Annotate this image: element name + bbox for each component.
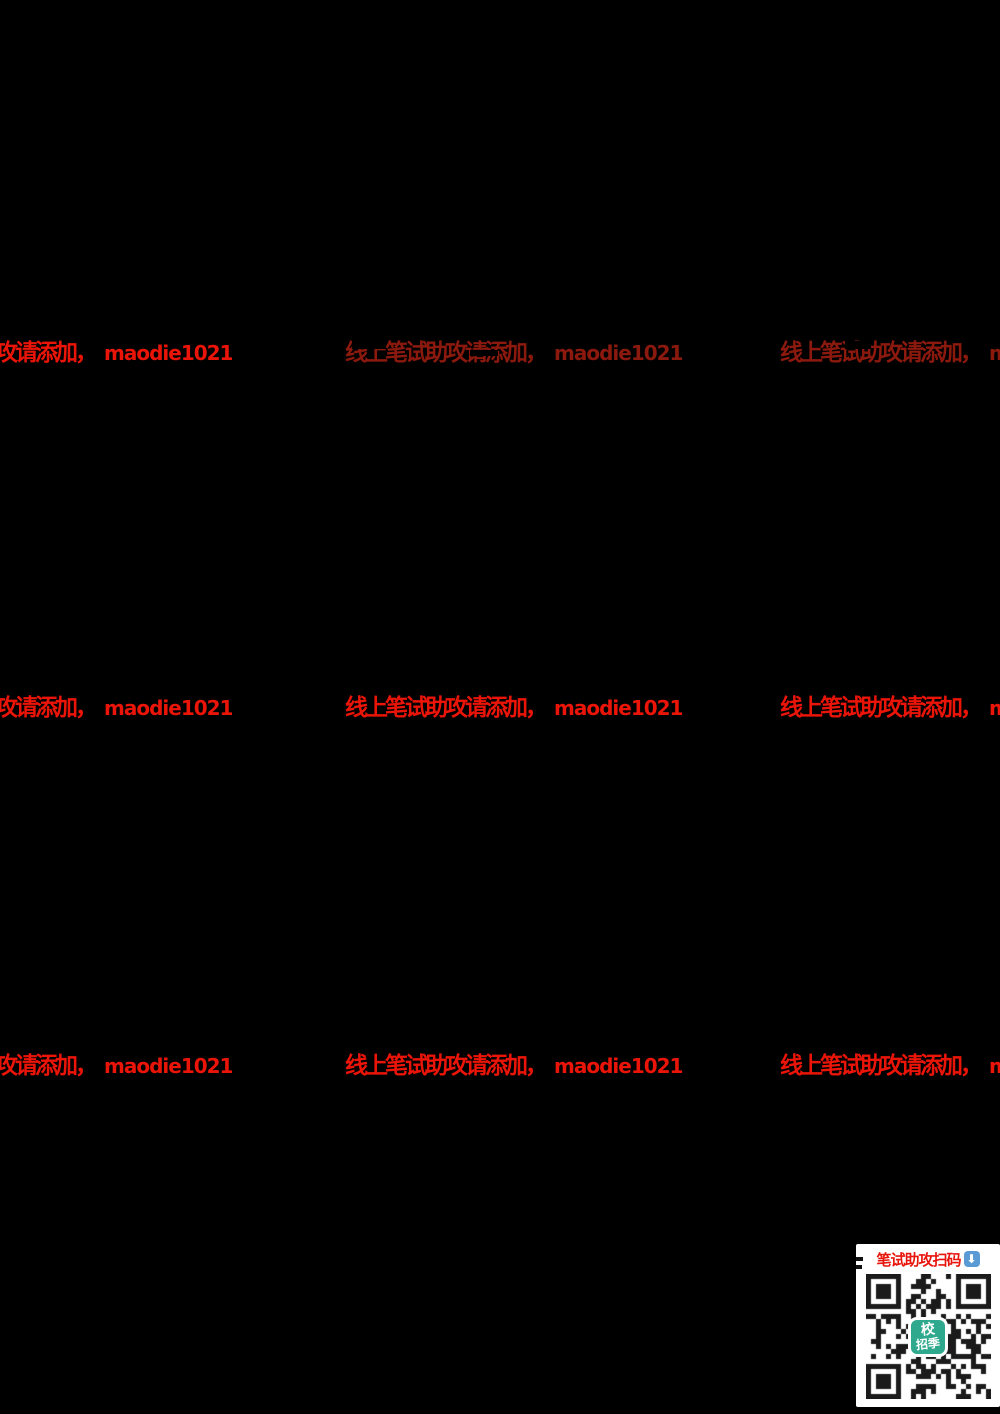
watermark-handle-text: maodie1021	[104, 696, 233, 720]
watermark-cn-text: 线上笔试助攻请添加，	[345, 340, 548, 366]
watermark-cn-text: 线上笔试助攻请添加，	[345, 1053, 548, 1079]
watermark-handle-text: maodie1021	[989, 341, 1000, 365]
watermark-handle-text: maodie1021	[989, 1054, 1000, 1078]
watermark-handle-text: maodie1021	[554, 696, 683, 720]
watermark-cn-text: 线上笔试助攻请添加，	[0, 1053, 98, 1079]
watermark-cn-text: 线上笔试助攻请添加，	[0, 695, 98, 721]
qr-code: 校 招季	[865, 1274, 991, 1399]
download-arrow-icon: ⬇	[963, 1251, 980, 1267]
qr-center-logo: 校 招季	[908, 1316, 948, 1357]
watermark-handle-text: maodie1021	[104, 341, 233, 365]
watermark-segment: 线上笔试助攻请添加， maodie1021	[780, 342, 1000, 365]
watermark-cn-text: 线上笔试助攻请添加，	[780, 695, 983, 721]
occlusion-fragment	[856, 1265, 862, 1269]
qr-logo-text-line2: 招季	[915, 1335, 941, 1352]
occlusion-fragment	[856, 1257, 863, 1261]
watermark-handle-text: maodie1021	[104, 1054, 233, 1078]
watermark-handle-text: maodie1021	[554, 341, 683, 365]
watermark-segment: 线上笔试助攻请添加，maodie1021	[0, 1053, 233, 1079]
watermark-cn-text: 线上笔试助攻请添加，	[0, 340, 98, 366]
watermark-segment: 线上笔试助攻请添加，maodie1021	[345, 340, 683, 366]
qr-title-row: 笔试助攻扫码 ⬇	[856, 1244, 1000, 1269]
occlusion-fragment	[352, 340, 386, 349]
watermark-segment: 线上笔试助攻请添加，maodie1021	[345, 1053, 683, 1079]
occlusion-fragment	[470, 350, 498, 356]
watermark-segment: 线上笔试助攻请添加， maodie1021	[780, 697, 1000, 720]
watermark-segment: 线上笔试助攻请添加，maodie1021	[0, 695, 233, 721]
qr-panel-title: 笔试助攻扫码	[876, 1250, 961, 1269]
watermark-cn-text: 线上笔试助攻请添加，	[780, 1053, 983, 1079]
watermark-handle-text: maodie1021	[554, 1054, 683, 1078]
watermark-segment: 线上笔试助攻请添加，maodie1021	[0, 340, 233, 366]
watermark-cn-text: 线上笔试助攻请添加，	[780, 340, 983, 366]
watermark-cn-text: 线上笔试助攻请添加，	[345, 695, 548, 721]
watermark-handle-text: maodie1021	[989, 696, 1000, 720]
watermark-segment: 线上笔试助攻请添加，maodie1021	[345, 695, 683, 721]
occlusion-fragment	[845, 341, 871, 349]
qr-panel: 笔试助攻扫码 ⬇ 校 招季	[856, 1244, 1000, 1407]
watermark-segment: 线上笔试助攻请添加， maodie1021	[780, 1055, 1000, 1078]
